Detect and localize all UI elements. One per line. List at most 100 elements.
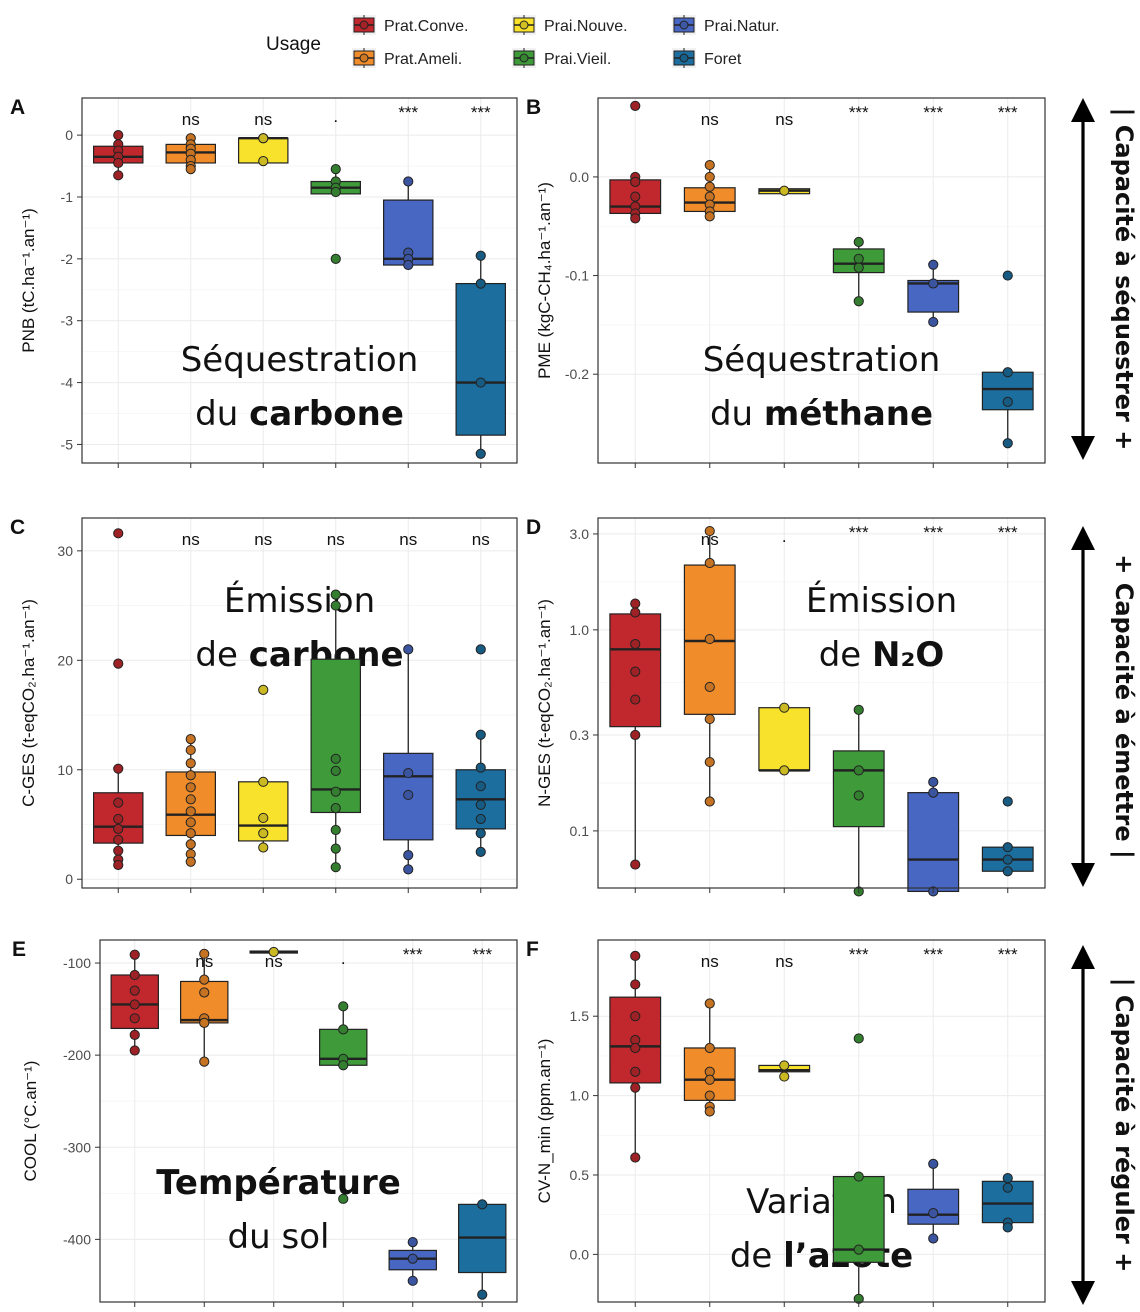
significance-label: *** xyxy=(849,945,869,964)
data-point xyxy=(853,1033,864,1044)
data-point xyxy=(928,776,939,788)
significance-label: ns xyxy=(775,110,793,129)
data-point xyxy=(185,782,196,793)
data-point xyxy=(630,1011,641,1022)
significance-label: ns xyxy=(701,110,719,129)
data-point xyxy=(1002,438,1013,449)
data-point xyxy=(1002,367,1013,378)
significance-label: ns xyxy=(182,530,200,549)
data-point xyxy=(185,734,196,745)
data-point xyxy=(129,969,140,981)
side-text: Capacité à émettre | xyxy=(1110,583,1138,859)
legend-item: Prai.Vieil. xyxy=(512,48,611,68)
data-point xyxy=(330,753,341,764)
y-tick-label: 0.1 xyxy=(570,823,590,839)
annotation-bold: Température xyxy=(156,1163,401,1203)
y-tick-label: 0 xyxy=(65,127,73,143)
data-point xyxy=(113,170,124,181)
panel-a: Séquestration du carbone ns ns. *** *** 0 -1 -2 -… xyxy=(10,96,518,468)
data-point xyxy=(630,859,641,870)
box-praivieil xyxy=(832,236,885,307)
y-tick-label: -0.2 xyxy=(565,366,589,382)
plot-frame xyxy=(597,939,1046,1303)
plot-background xyxy=(598,98,1045,463)
box-prainouve xyxy=(238,684,289,853)
data-point xyxy=(258,812,269,824)
y-tick-label: 0 xyxy=(65,871,73,887)
box-pratameli xyxy=(683,998,736,1117)
panel-letter: D xyxy=(526,516,541,539)
annotation-line: du méthane xyxy=(710,394,933,434)
data-point xyxy=(630,729,641,741)
data-point xyxy=(630,694,641,705)
data-point xyxy=(185,856,196,867)
data-point xyxy=(1002,1173,1013,1184)
significance-label: . xyxy=(782,527,787,546)
y-tick-label: -300 xyxy=(63,1139,91,1155)
data-point xyxy=(113,859,124,871)
data-point xyxy=(704,1074,715,1085)
annotation-bold: méthane xyxy=(764,394,933,434)
side-marker: | xyxy=(1110,978,1138,995)
data-point xyxy=(630,191,641,202)
box-body xyxy=(758,707,811,771)
data-point xyxy=(630,607,641,618)
data-point xyxy=(330,802,341,814)
side-arrow-group: | Capacité à réguler + xyxy=(1071,945,1138,1305)
annotation-text: Séquestration xyxy=(181,340,419,380)
data-point xyxy=(268,946,279,958)
data-point xyxy=(928,1233,939,1244)
box-praivieil xyxy=(832,1033,885,1304)
arrow-head-up xyxy=(1071,945,1095,969)
data-point xyxy=(475,729,486,740)
data-point xyxy=(853,790,864,801)
data-point xyxy=(630,1066,641,1077)
data-point xyxy=(199,974,210,985)
data-point xyxy=(330,843,341,854)
side-label: | Capacité à réguler + xyxy=(1110,978,1138,1273)
data-point xyxy=(779,1060,790,1071)
box-praivieil xyxy=(310,589,362,873)
data-point xyxy=(129,1013,140,1024)
data-point xyxy=(704,159,715,171)
annotation-text: Émission xyxy=(806,580,957,621)
legend-title: Usage xyxy=(266,34,321,55)
side-marker: + xyxy=(1110,554,1138,582)
data-point xyxy=(853,704,864,715)
data-point xyxy=(475,762,486,773)
legend-item: Prat.Conve. xyxy=(352,15,468,35)
data-point xyxy=(630,1152,641,1163)
annotation-line: Émission xyxy=(224,580,375,621)
box-pratameli xyxy=(683,159,736,222)
y-tick-label: 10 xyxy=(57,762,73,778)
panels: Séquestration du carbone ns ns. *** *** 0 -1 -2 -… xyxy=(10,96,1046,1307)
data-point xyxy=(330,600,341,611)
data-point xyxy=(199,1017,210,1029)
box-pratameli xyxy=(683,525,736,807)
significance-label: *** xyxy=(398,103,418,122)
plot-background xyxy=(598,940,1045,1302)
data-point xyxy=(403,789,414,801)
data-point xyxy=(475,781,486,792)
y-tick-label: -100 xyxy=(63,955,91,971)
significance-label: ns xyxy=(327,530,345,549)
data-point xyxy=(475,846,486,857)
data-point xyxy=(113,157,124,169)
data-point xyxy=(475,644,486,655)
box-pratconve xyxy=(609,100,662,224)
data-point xyxy=(475,813,486,825)
annotation-line: Séquestration xyxy=(703,340,941,380)
data-point xyxy=(928,787,939,798)
significance-label: ns xyxy=(399,530,417,549)
data-point xyxy=(1002,1182,1013,1193)
annotation-text: du xyxy=(195,394,249,434)
plot-background xyxy=(82,98,517,463)
data-point xyxy=(704,713,715,725)
y-tick-label: -5 xyxy=(61,436,74,452)
y-axis-title: PNB (tC.ha⁻¹.an⁻¹) xyxy=(19,208,38,353)
box-pratameli xyxy=(165,734,217,867)
data-point xyxy=(258,842,269,853)
data-point xyxy=(630,213,641,224)
